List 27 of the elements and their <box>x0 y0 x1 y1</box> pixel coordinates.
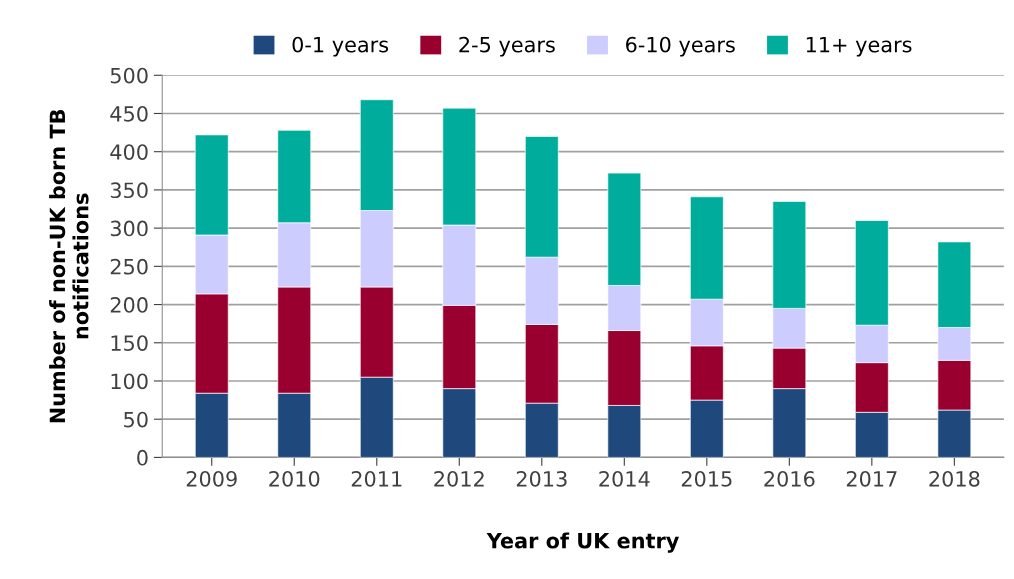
y-tick-label: 400 <box>110 144 148 160</box>
x-tick-label: 2011 <box>351 470 402 487</box>
x-tick-label: 2016 <box>764 470 815 487</box>
x-tick-label: 2017 <box>846 470 897 487</box>
x-tick-label: 2018 <box>929 470 980 487</box>
x-tick-label: 2012 <box>434 470 484 487</box>
y-tick-label: 250 <box>110 258 148 275</box>
legend-label: 11+ years <box>806 37 912 57</box>
y-tick-label: 200 <box>110 297 148 313</box>
x-tick-label: 2014 <box>599 470 650 487</box>
x-tick-label: 2009 <box>186 470 237 487</box>
y-tick-label: 100 <box>111 373 148 390</box>
x-tick-label: 2010 <box>269 470 320 487</box>
x-tick-label: 2015 <box>681 470 732 487</box>
legend-label: 0-1 years <box>292 36 389 57</box>
x-tick-label: 2013 <box>516 470 567 487</box>
y-tick-label: 300 <box>110 220 148 237</box>
y-tick-label: 350 <box>110 182 148 199</box>
y-tick-label: 150 <box>111 335 148 351</box>
y-tick-label: 500 <box>110 67 148 84</box>
y-tick-label: 450 <box>110 105 148 122</box>
y-axis-title: Number of non-UK born TB notifications <box>49 109 89 423</box>
legend-label: 6-10 years <box>626 36 735 57</box>
legend-label: 2-5 years <box>459 36 555 57</box>
y-tick-label: 50 <box>124 411 148 428</box>
y-tick-label: 0 <box>137 449 148 466</box>
x-axis-title: Year of UK entry <box>486 532 679 553</box>
